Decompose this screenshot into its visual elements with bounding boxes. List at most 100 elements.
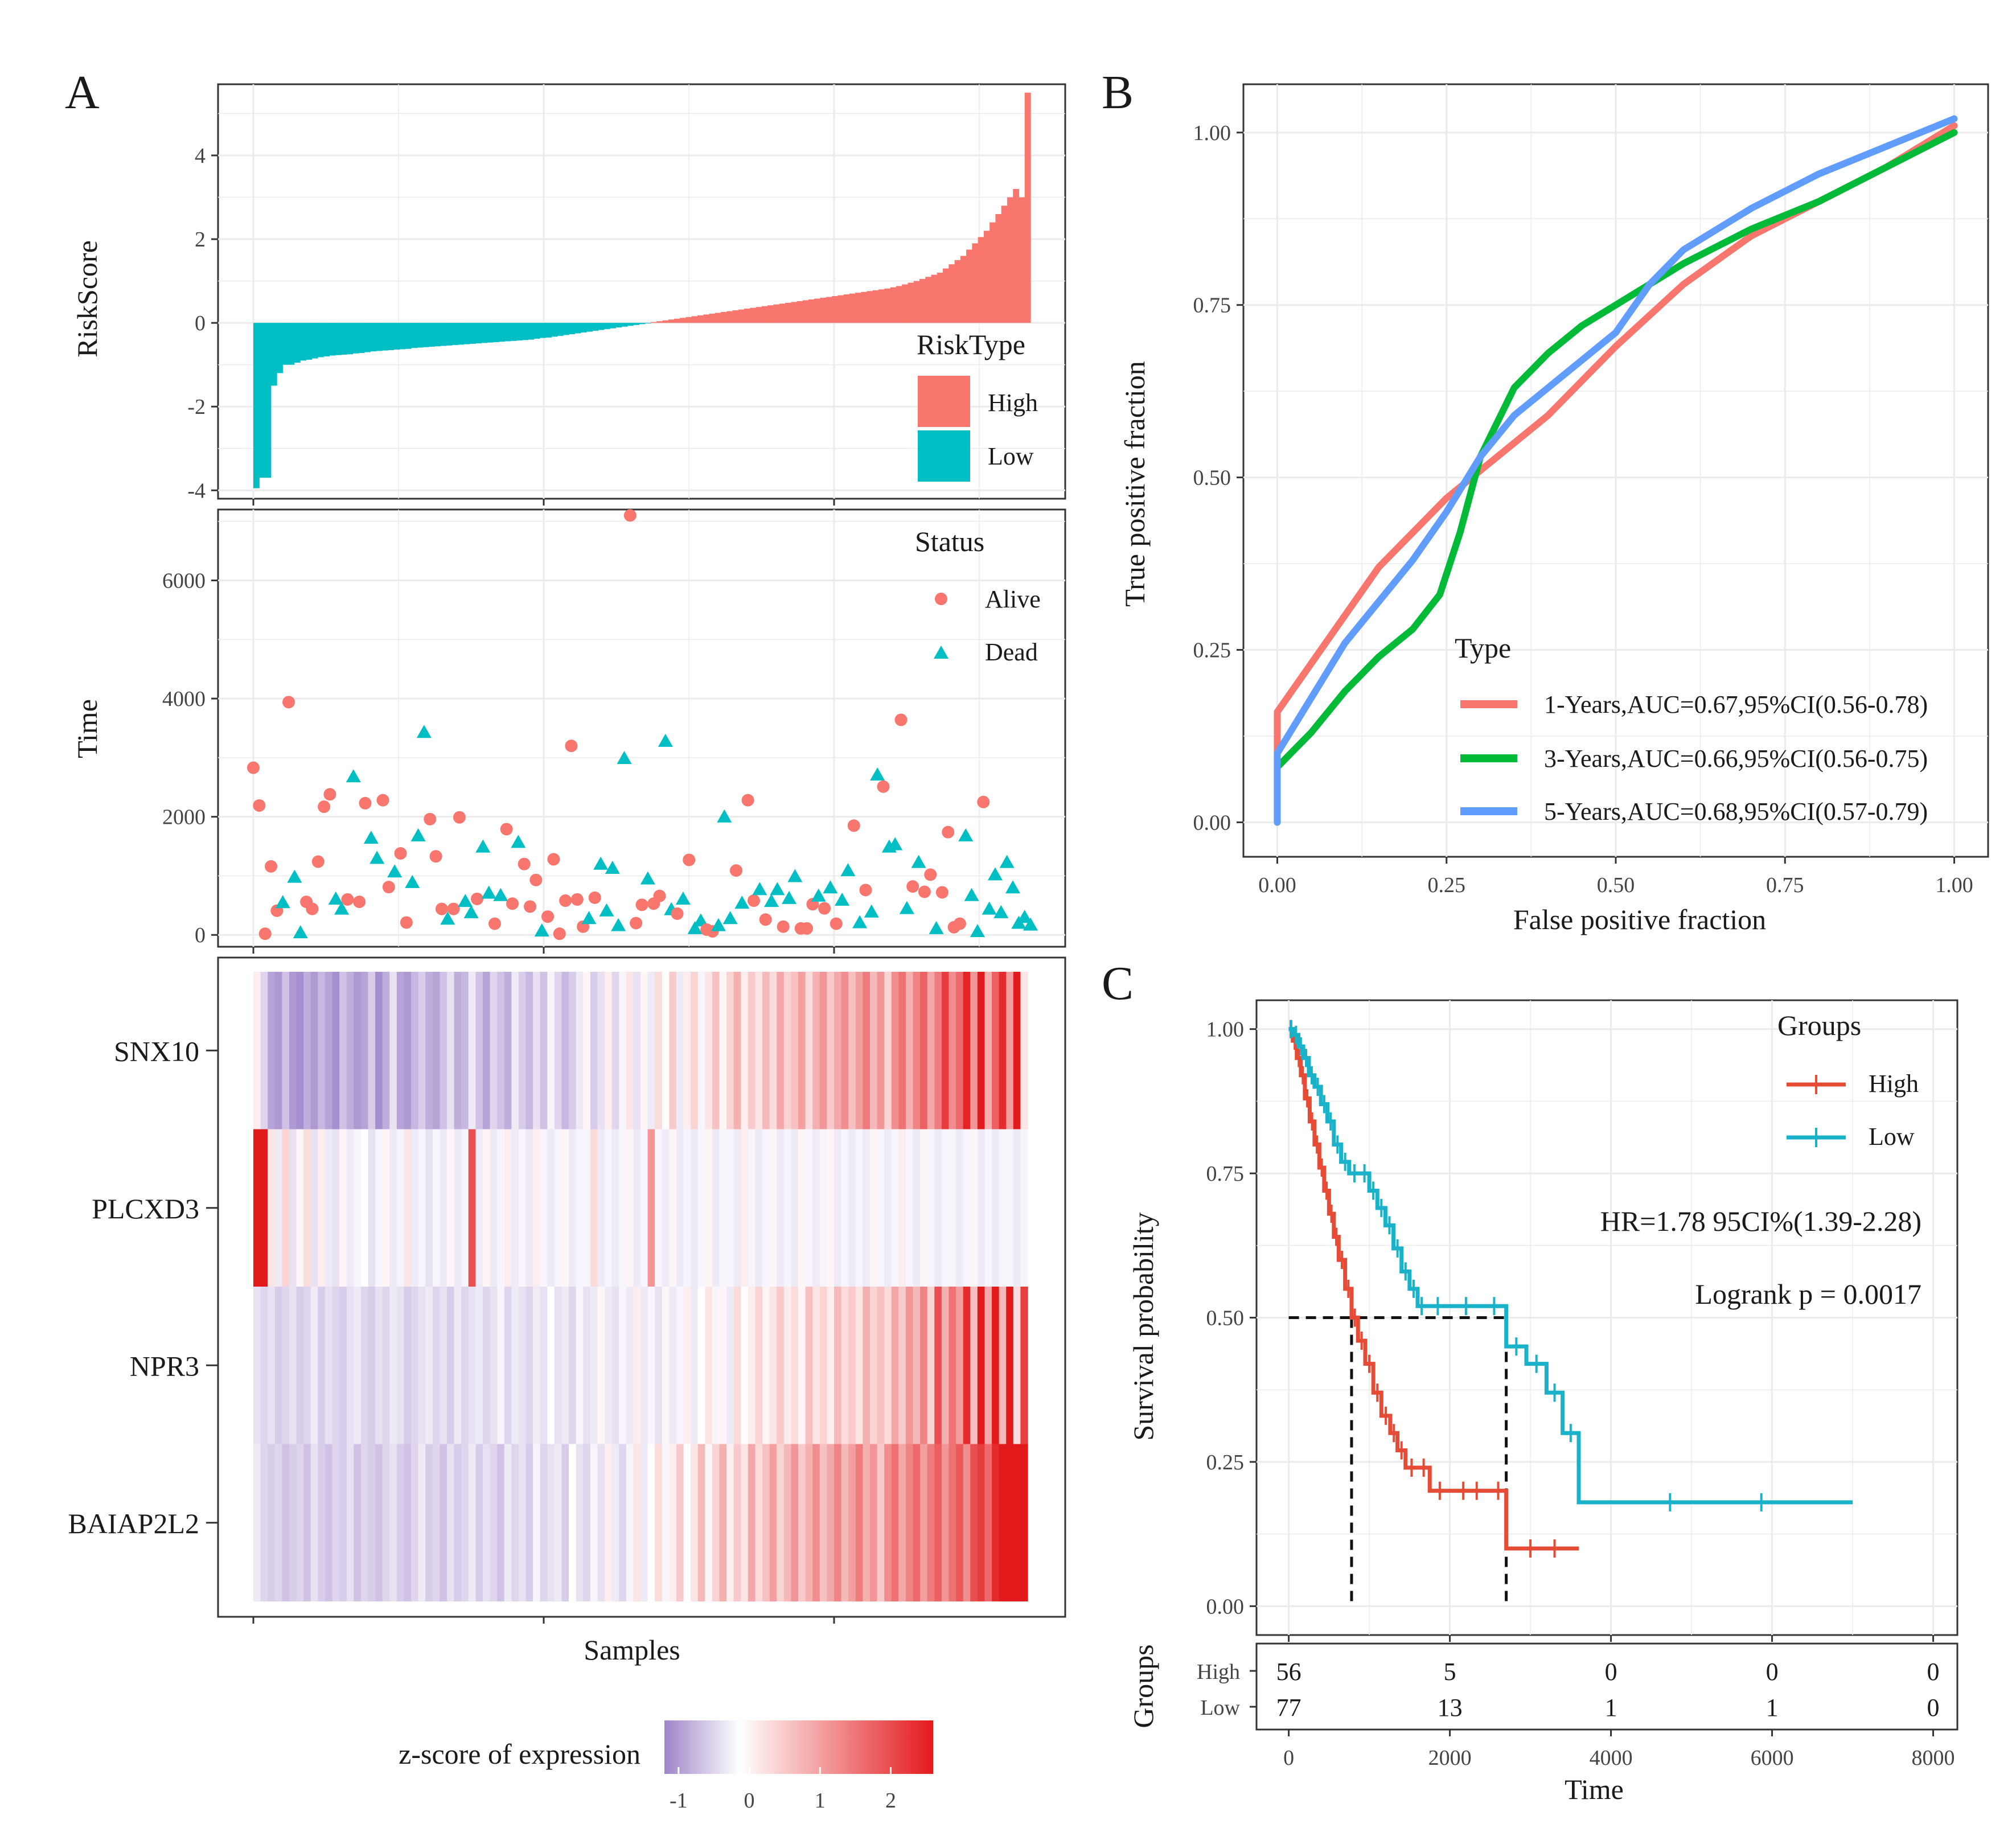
risk-bar [522,323,528,340]
heatmap-cell [891,1129,900,1287]
alive-point [488,917,501,930]
heatmap-cell [691,1287,699,1444]
heatmap-cell [712,1287,720,1444]
risk-bar [966,249,972,323]
heatmap-cell [705,1287,713,1444]
risk-bar [370,323,377,352]
heatmap-cell [848,972,856,1129]
heatmap-cell [547,1129,555,1287]
alive-point [935,886,949,899]
risk-bar [919,278,926,323]
heatmap-cell [891,1287,900,1444]
dead-point [287,869,302,883]
heatmap-cell [956,1444,964,1601]
dead-point [993,905,1009,918]
dead-point [840,863,856,877]
heatmap-cell [432,972,441,1129]
heatmap-cell [296,1444,304,1601]
heatmap-cell [303,972,311,1129]
risk-bar [738,309,745,323]
heatmap-cell [812,1129,820,1287]
heatmap-cell [805,1129,813,1287]
heatmap-cell [253,1129,261,1287]
risk-bar [592,323,599,331]
heatmap-cell [346,1129,354,1287]
heatmap-cell [396,972,405,1129]
heatmap-cell [812,1444,820,1601]
heatmap-cell [554,1129,562,1287]
heatmap-cell [511,1287,519,1444]
alive-point [729,864,742,877]
dead-point [511,835,526,848]
heatmap-cell [432,1287,441,1444]
risk-bar [504,323,511,342]
heatmap-cell [533,1287,541,1444]
heatmap-cell [590,1287,598,1444]
heatmap-cell [396,1444,405,1601]
heatmap-cell [762,1444,770,1601]
heatmap-cell [741,972,749,1129]
heatmap-cell [984,1129,992,1287]
heatmap-cell [827,972,835,1129]
heatmap-cell [605,1129,613,1287]
alive-point [570,893,584,906]
alive-point [623,509,637,522]
heatmap-cell [583,1444,591,1601]
heatmap-cell [504,1444,512,1601]
heatmap-cell [719,972,727,1129]
heatmap-cell [691,1129,699,1287]
alive-point [258,927,272,940]
heatmap-cell [869,972,878,1129]
heatmap-cell [647,1287,655,1444]
heatmap-cell [569,1287,577,1444]
heatmap-cell [511,1444,519,1601]
risk-bar [475,323,482,344]
heatmap-cell [769,1129,777,1287]
heatmap-cell [547,1287,555,1444]
alive-point [424,812,437,825]
heatmap-cell [260,1444,268,1601]
risktype-legend-title: RiskType [917,328,1025,360]
heatmap-cell [282,1444,290,1601]
risk-bar [510,323,517,341]
alive-point [506,897,519,910]
heatmap-cell [354,1444,362,1601]
risk-bar [358,323,365,354]
heatmap-cell [791,1287,799,1444]
heatmap-cell [375,1287,383,1444]
heatmap-cell [934,1129,942,1287]
risk-bar [533,323,540,339]
heatmap-cell [325,1129,333,1287]
zscore-colorbar: z-score of expression -1 0 1 2 [399,1720,933,1813]
heatmap-cell [733,1129,741,1287]
risk-bar [972,243,979,323]
risk-bar [791,302,798,323]
y-tick-label: 0.75 [1206,1162,1245,1186]
heatmap-cell [375,1129,383,1287]
alive-point [382,881,395,894]
heatmap-cell [325,972,333,1129]
heatmap-cell [468,1129,477,1287]
heatmap-cell [662,972,670,1129]
risk-bar [562,323,569,335]
heatmap-cell [525,1129,533,1287]
heatmap-cell [920,1287,928,1444]
risk-bar [756,307,762,323]
heatmap-cell [440,1129,447,1287]
risk-bar [621,323,628,327]
heatmap-cell [583,972,591,1129]
heatmap-cell [992,1129,1000,1287]
roc-plot: 1.00 0.75 0.50 0.25 0.00 0.00 0.25 0.50 0.75 1.00… [1119,83,1989,935]
alive-point [906,880,919,893]
heatmap-cell [984,1444,992,1601]
heatmap-cell [590,1444,598,1601]
alive-point [671,907,684,920]
risk-bar [1024,92,1031,323]
heatmap-cell [540,972,548,1129]
heatmap-cell [1006,1287,1014,1444]
heatmap-cell [848,1444,856,1601]
heatmap-cell [884,1129,892,1287]
dead-point [764,894,779,907]
heatmap-cell [920,972,928,1129]
heatmap-cell [999,1444,1007,1601]
